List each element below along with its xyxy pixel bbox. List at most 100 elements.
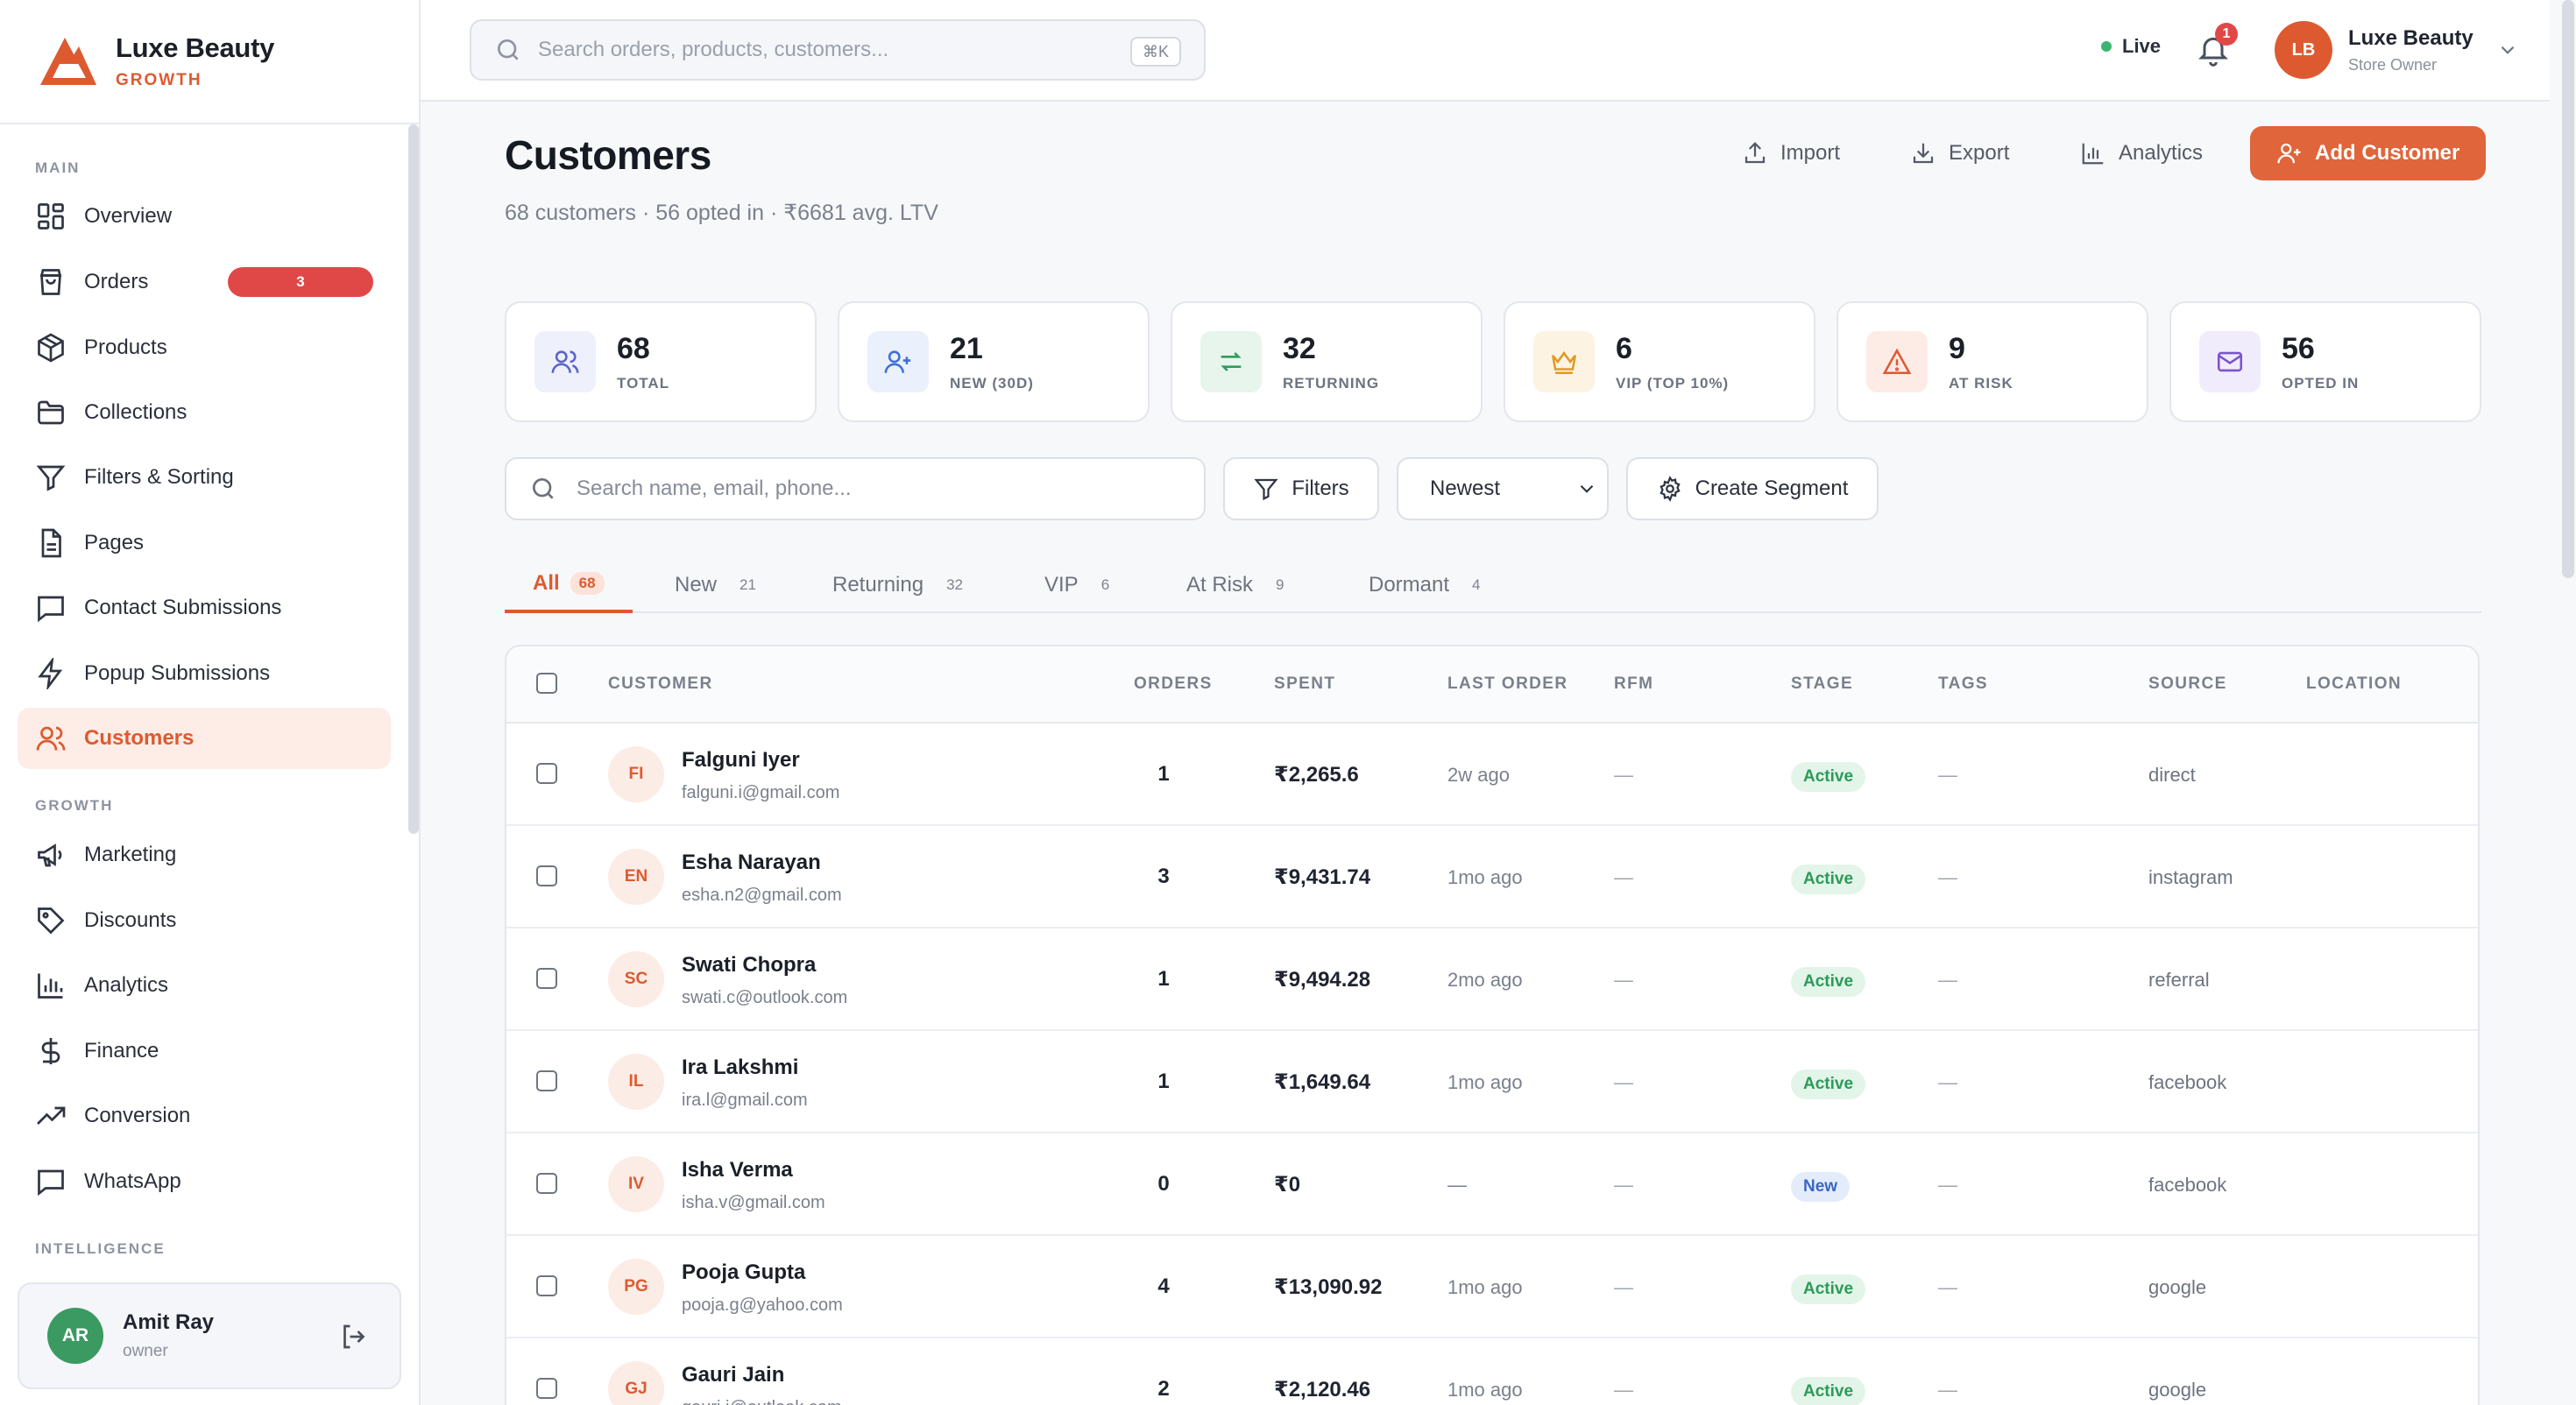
sort-select[interactable]: Newest bbox=[1397, 457, 1609, 520]
customer-name[interactable]: Gauri Jain bbox=[682, 1363, 785, 1387]
sidebar-item-pages[interactable]: Pages bbox=[18, 512, 391, 574]
customer-name[interactable]: Esha Narayan bbox=[682, 851, 821, 874]
bar-chart-icon bbox=[38, 973, 63, 999]
global-search[interactable]: ⌘K bbox=[470, 19, 1206, 81]
row-checkbox[interactable] bbox=[536, 763, 557, 784]
sidebar-item-contact-submissions[interactable]: Contact Submissions bbox=[18, 577, 391, 639]
column-header-location[interactable]: LOCATION bbox=[2306, 674, 2403, 693]
table-row[interactable]: PG Pooja Gupta pooja.g@yahoo.com 4 ₹13,0… bbox=[506, 1236, 2478, 1338]
stat-card-vip[interactable]: 6 VIP (TOP 10%) bbox=[1504, 301, 1815, 422]
table-row[interactable]: EN Esha Narayan esha.n2@gmail.com 3 ₹9,4… bbox=[506, 826, 2478, 928]
sort-selected-value: Newest bbox=[1430, 477, 1501, 500]
table-row[interactable]: IL Ira Lakshmi ira.l@gmail.com 1 ₹1,649.… bbox=[506, 1031, 2478, 1133]
column-header-last-order[interactable]: LAST ORDER bbox=[1447, 674, 1568, 693]
row-checkbox[interactable] bbox=[536, 1173, 557, 1194]
stat-card-new[interactable]: 21 NEW (30D) bbox=[838, 301, 1150, 422]
sidebar-item-finance[interactable]: Finance bbox=[18, 1020, 391, 1082]
row-checkbox[interactable] bbox=[536, 1378, 557, 1399]
sidebar-item-customers[interactable]: Customers bbox=[18, 708, 391, 769]
row-checkbox[interactable] bbox=[536, 1275, 557, 1296]
live-label: Live bbox=[2122, 35, 2162, 57]
avatar: PG bbox=[608, 1259, 664, 1315]
sidebar-item-whatsapp[interactable]: WhatsApp bbox=[18, 1151, 391, 1212]
brand-logo-icon bbox=[40, 38, 96, 85]
row-checkbox[interactable] bbox=[536, 865, 557, 886]
filter-icon bbox=[36, 465, 66, 491]
row-checkbox[interactable] bbox=[536, 1070, 557, 1091]
export-button[interactable]: Export bbox=[1893, 126, 2027, 180]
customer-name[interactable]: Swati Chopra bbox=[682, 953, 817, 977]
sidebar-item-conversion[interactable]: Conversion bbox=[18, 1085, 391, 1147]
customer-search-input[interactable] bbox=[577, 477, 1190, 501]
column-header-stage[interactable]: STAGE bbox=[1791, 674, 1854, 693]
sidebar-item-marketing[interactable]: Marketing bbox=[18, 824, 391, 886]
stat-value: 56 bbox=[2282, 331, 2315, 365]
tab-at-risk[interactable]: At Risk 9 bbox=[1158, 557, 1312, 613]
sidebar-item-orders[interactable]: Orders 3 bbox=[18, 251, 391, 313]
stat-value: 21 bbox=[950, 331, 983, 365]
tab-dormant[interactable]: Dormant 4 bbox=[1341, 557, 1509, 613]
column-header-customer[interactable]: CUSTOMER bbox=[608, 674, 713, 693]
nav-section-growth: GROWTH bbox=[35, 797, 114, 814]
sidebar-scrollbar[interactable] bbox=[408, 124, 419, 834]
table-row[interactable]: GJ Gauri Jain gauri.j@outlook.com 2 ₹2,1… bbox=[506, 1338, 2478, 1405]
create-segment-button[interactable]: Create Segment bbox=[1626, 457, 1879, 520]
sidebar-item-collections[interactable]: Collections bbox=[18, 382, 391, 443]
table-row[interactable]: IV Isha Verma isha.v@gmail.com 0 ₹0 — — … bbox=[506, 1133, 2478, 1236]
mail-icon bbox=[2217, 351, 2243, 372]
stat-label: OPTED IN bbox=[2282, 374, 2360, 392]
sidebar-item-popup-submissions[interactable]: Popup Submissions bbox=[18, 643, 391, 704]
tab-label: All bbox=[533, 571, 560, 595]
sidebar-item-discounts[interactable]: Discounts bbox=[18, 890, 391, 951]
column-header-spent[interactable]: SPENT bbox=[1274, 674, 1336, 693]
table-row[interactable]: FI Falguni Iyer falguni.i@gmail.com 1 ₹2… bbox=[506, 724, 2478, 826]
analytics-button[interactable]: Analytics bbox=[2063, 126, 2220, 180]
column-header-orders[interactable]: ORDERS bbox=[1134, 674, 1213, 693]
status-badge: New bbox=[1791, 1172, 1851, 1202]
customer-search[interactable] bbox=[505, 457, 1206, 520]
global-search-input[interactable] bbox=[538, 38, 1099, 62]
customer-name[interactable]: Ira Lakshmi bbox=[682, 1056, 799, 1079]
column-header-source[interactable]: SOURCE bbox=[2148, 674, 2227, 693]
stat-card-opted-in[interactable]: 56 OPTED IN bbox=[2169, 301, 2481, 422]
column-header-tags[interactable]: TAGS bbox=[1938, 674, 1988, 693]
filters-button[interactable]: Filters bbox=[1223, 457, 1379, 520]
sidebar-item-filters-sorting[interactable]: Filters & Sorting bbox=[18, 447, 391, 508]
customer-last-order: — bbox=[1447, 1174, 1467, 1196]
stat-card-total[interactable]: 68 TOTAL bbox=[505, 301, 817, 422]
sidebar-item-products[interactable]: Products bbox=[18, 317, 391, 378]
row-checkbox[interactable] bbox=[536, 968, 557, 989]
customer-rfm: — bbox=[1614, 764, 1633, 786]
customer-name[interactable]: Pooja Gupta bbox=[682, 1260, 806, 1284]
logout-icon[interactable] bbox=[338, 1321, 370, 1352]
brand-name: Luxe Beauty bbox=[116, 32, 275, 63]
customer-name[interactable]: Falguni Iyer bbox=[682, 748, 800, 772]
tab-label: Dormant bbox=[1369, 573, 1450, 597]
account-menu[interactable]: LB Luxe Beauty Store Owner bbox=[2275, 21, 2519, 79]
customer-tags: — bbox=[1938, 1276, 1957, 1298]
add-customer-button[interactable]: Add Customer bbox=[2250, 126, 2487, 180]
avatar: LB bbox=[2275, 21, 2332, 79]
sidebar-item-overview[interactable]: Overview bbox=[18, 186, 391, 247]
column-header-rfm[interactable]: RFM bbox=[1614, 674, 1654, 693]
user-card[interactable]: AR Amit Ray owner bbox=[18, 1282, 401, 1389]
chat-icon bbox=[38, 1169, 64, 1197]
brand[interactable]: Luxe Beauty GROWTH bbox=[0, 0, 419, 124]
message-icon bbox=[38, 596, 64, 623]
customer-name[interactable]: Isha Verma bbox=[682, 1158, 793, 1182]
tab-returning[interactable]: Returning 32 bbox=[804, 557, 991, 613]
page-scrollbar[interactable] bbox=[2562, 0, 2574, 578]
import-button[interactable]: Import bbox=[1724, 126, 1858, 180]
table-row[interactable]: SC Swati Chopra swati.c@outlook.com 1 ₹9… bbox=[506, 928, 2478, 1031]
stat-card-returning[interactable]: 32 RETURNING bbox=[1171, 301, 1483, 422]
topbar: ⌘K Live 1 LB Luxe Beauty Store Owner bbox=[421, 0, 2550, 102]
select-all-checkbox[interactable] bbox=[536, 673, 557, 694]
tab-new[interactable]: New 21 bbox=[647, 557, 784, 613]
sidebar-item-label: Orders bbox=[84, 270, 149, 293]
customer-email: isha.v@gmail.com bbox=[682, 1193, 825, 1212]
stat-card-at-risk[interactable]: 9 AT RISK bbox=[1836, 301, 2148, 422]
tab-vip[interactable]: VIP 6 bbox=[1016, 557, 1137, 613]
sidebar-item-analytics[interactable]: Analytics bbox=[18, 955, 391, 1016]
tab-all[interactable]: All 68 bbox=[505, 557, 633, 613]
customer-tabs: All 68 New 21 Returning 32 VIP 6 At Risk… bbox=[505, 557, 2481, 613]
